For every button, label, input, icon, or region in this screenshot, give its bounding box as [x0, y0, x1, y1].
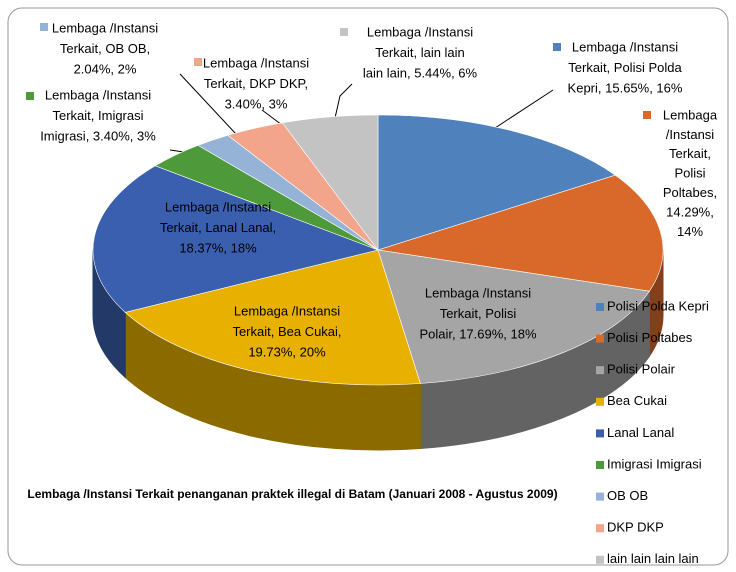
data-label: Terkait, DKP DKP,	[204, 76, 308, 91]
data-label: Lembaga /Instansi	[425, 285, 531, 300]
legend-swatch	[596, 555, 604, 564]
data-label: 19.73%, 20%	[248, 344, 326, 359]
legend-label: Imigrasi Imigrasi	[607, 456, 702, 471]
data-label: Kepri, 15.65%, 16%	[568, 80, 683, 95]
legend-swatch	[596, 303, 604, 311]
label-key	[643, 111, 651, 119]
data-label: Terkait,	[669, 146, 711, 161]
chart-title: Lembaga /Instansi Terkait penanganan pra…	[27, 487, 558, 501]
data-label: lain lain, 5.44%, 6%	[363, 65, 478, 80]
data-label: Lembaga /Instansi	[572, 39, 678, 54]
label-key	[553, 43, 561, 51]
data-label: 18.37%, 18%	[179, 240, 257, 255]
legend-label: DKP DKP	[607, 520, 664, 535]
data-label: Terkait, lain lain	[375, 45, 465, 60]
legend-label: Polisi Poltabes	[607, 330, 693, 345]
legend-label: Lanal Lanal	[607, 425, 674, 440]
slice	[377, 249, 650, 384]
legend-label: lain lain lain lain	[607, 551, 699, 566]
slice	[377, 174, 664, 292]
legend-swatch	[596, 524, 604, 533]
legend-label: Polisi Polda Kepri	[607, 298, 709, 313]
slice	[281, 114, 379, 251]
data-label: Imigrasi, 3.40%, 3%	[40, 128, 156, 143]
data-label: 14.29%,	[666, 204, 714, 219]
data-label: /Instansi	[666, 127, 715, 142]
data-label: Terkait, Lanal Lanal,	[160, 220, 276, 235]
data-label: Terkait, Polisi	[440, 306, 517, 321]
legend-swatch	[596, 461, 604, 469]
data-label: Terkait, Imigrasi	[52, 108, 143, 123]
data-label: 14%	[677, 224, 703, 239]
legend-swatch	[596, 366, 604, 375]
data-label: Lembaga /Instansi	[367, 24, 473, 39]
legend-swatch	[596, 397, 604, 406]
leader-line	[334, 83, 353, 119]
slice	[377, 114, 616, 251]
data-label: Lembaga /Instansi	[45, 87, 151, 102]
leader-line	[261, 109, 283, 126]
data-label: Poltabes,	[663, 185, 717, 200]
data-label: Polisi	[674, 166, 705, 181]
data-label: 3.40%, 3%	[225, 96, 288, 111]
legend-swatch	[596, 334, 604, 343]
data-label: 2.04%, 2%	[74, 61, 137, 76]
data-label: Lembaga	[663, 107, 718, 122]
data-label: Lembaga /Instansi	[52, 20, 158, 35]
legend-label: Polisi Polair	[607, 362, 676, 377]
label-key	[340, 28, 348, 36]
data-label: Terkait, OB OB,	[60, 41, 150, 56]
label-key	[26, 92, 34, 100]
legend-swatch	[596, 492, 604, 501]
leader-line	[179, 73, 237, 135]
data-label: Polair, 17.69%, 18%	[419, 326, 537, 341]
label-key	[40, 23, 48, 31]
data-label: Terkait, Bea Cukai,	[232, 324, 341, 339]
data-label: Terkait, Polisi Polda	[568, 60, 682, 75]
leader-line	[494, 89, 554, 129]
data-label: Lembaga /Instansi	[234, 303, 340, 318]
slice	[124, 249, 421, 386]
data-label: Lembaga /Instansi	[165, 199, 271, 214]
legend-label: Bea Cukai	[607, 393, 667, 408]
data-label: Lembaga /Instansi	[203, 55, 309, 70]
legend-swatch	[596, 429, 604, 438]
slice	[92, 165, 380, 313]
label-key	[194, 58, 202, 66]
legend-label: OB OB	[607, 488, 648, 503]
